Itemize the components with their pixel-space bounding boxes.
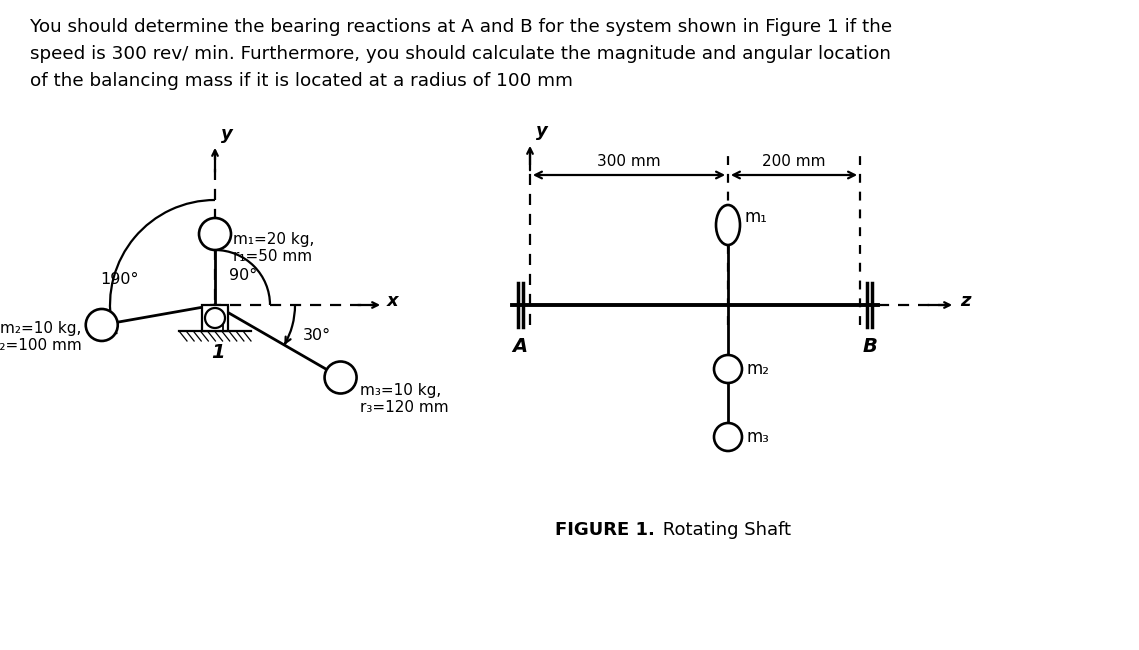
Text: A: A bbox=[513, 337, 527, 356]
Text: m₂: m₂ bbox=[747, 360, 770, 378]
Text: y: y bbox=[536, 122, 548, 140]
Text: m₃=10 kg,
r₃=120 mm: m₃=10 kg, r₃=120 mm bbox=[360, 382, 449, 415]
Text: x: x bbox=[387, 292, 399, 310]
Text: FIGURE 1.: FIGURE 1. bbox=[555, 521, 655, 539]
Circle shape bbox=[199, 218, 231, 250]
Text: m₁: m₁ bbox=[745, 208, 768, 226]
Bar bbox=[202, 305, 228, 331]
Text: Rotating Shaft: Rotating Shaft bbox=[657, 521, 790, 539]
Text: 300 mm: 300 mm bbox=[597, 154, 661, 169]
Text: m₂=10 kg,
r₂=100 mm: m₂=10 kg, r₂=100 mm bbox=[0, 321, 82, 354]
Text: 90°: 90° bbox=[229, 268, 257, 283]
Text: m₃: m₃ bbox=[747, 428, 770, 446]
Text: y: y bbox=[221, 125, 232, 143]
Ellipse shape bbox=[716, 205, 740, 245]
Text: 200 mm: 200 mm bbox=[762, 154, 826, 169]
Circle shape bbox=[205, 308, 226, 328]
Text: m₁=20 kg,
r₁=50 mm: m₁=20 kg, r₁=50 mm bbox=[233, 232, 314, 265]
Circle shape bbox=[714, 355, 741, 383]
Text: z: z bbox=[960, 292, 970, 310]
Circle shape bbox=[85, 309, 117, 341]
Text: 30°: 30° bbox=[303, 328, 331, 343]
Text: 190°: 190° bbox=[100, 272, 139, 287]
Circle shape bbox=[325, 361, 357, 393]
Text: You should determine the bearing reactions at A and B for the system shown in Fi: You should determine the bearing reactio… bbox=[30, 18, 892, 90]
Text: B: B bbox=[862, 337, 877, 356]
Circle shape bbox=[714, 423, 741, 451]
Text: 1: 1 bbox=[211, 343, 224, 362]
